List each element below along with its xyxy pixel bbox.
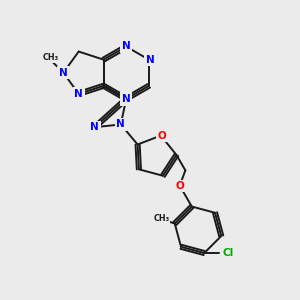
Text: O: O	[158, 130, 167, 141]
Text: N: N	[122, 41, 130, 51]
Text: N: N	[121, 94, 130, 104]
Text: Cl: Cl	[222, 248, 233, 258]
Text: N: N	[116, 119, 125, 130]
Text: N: N	[146, 55, 155, 64]
Text: CH₃: CH₃	[42, 53, 58, 62]
Text: N: N	[90, 122, 99, 132]
Text: N: N	[74, 89, 83, 99]
Text: CH₃: CH₃	[153, 214, 170, 223]
Text: N: N	[59, 68, 68, 78]
Text: O: O	[176, 181, 184, 191]
Text: N: N	[122, 94, 130, 104]
